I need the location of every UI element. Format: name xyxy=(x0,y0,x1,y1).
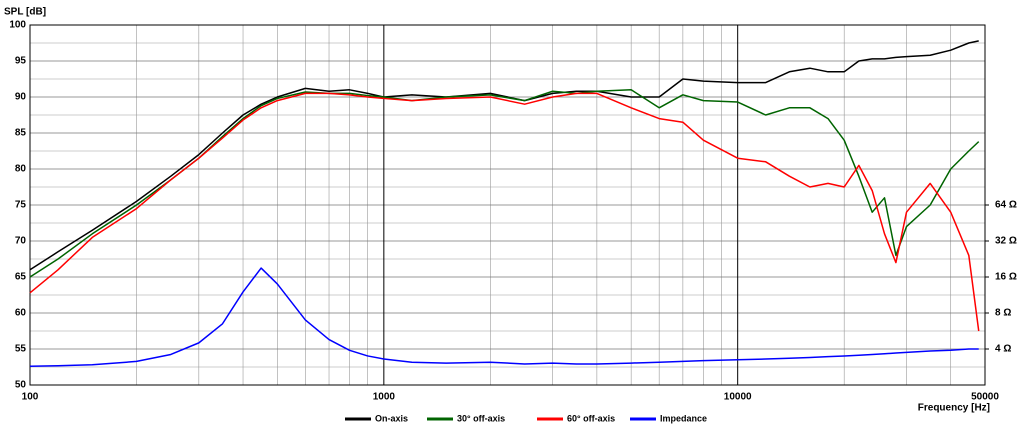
y-tick-label: 95 xyxy=(15,56,27,67)
x-axis-title: Frequency [Hz] xyxy=(918,403,990,414)
y-tick-label: 75 xyxy=(15,200,27,211)
y-tick-label: 60 xyxy=(15,308,27,319)
plot-frame xyxy=(29,24,986,386)
y2-tick-label: 4 Ω xyxy=(995,344,1011,355)
legend-label: On-axis xyxy=(375,413,408,423)
y-tick-label: 90 xyxy=(15,92,27,103)
series-line xyxy=(29,40,979,271)
y-tick-label: 55 xyxy=(15,344,27,355)
series-line xyxy=(29,267,979,367)
y-tick-label: 70 xyxy=(15,236,27,247)
x-tick-label: 10000 xyxy=(724,392,752,403)
y-tick-label: 85 xyxy=(15,128,27,139)
y-tick-label: 80 xyxy=(15,164,27,175)
x-tick-label: 1000 xyxy=(373,392,396,403)
x-tick-label: 100 xyxy=(22,392,39,403)
y-axis-title: SPL [dB] xyxy=(4,7,46,18)
y2-tick-label: 32 Ω xyxy=(995,236,1017,247)
x-tick-label: 50000 xyxy=(971,392,999,403)
legend-label: Impedance xyxy=(660,413,707,423)
series-line xyxy=(29,92,980,332)
y2-tick-label: 8 Ω xyxy=(995,308,1011,319)
y-tick-label: 65 xyxy=(15,272,27,283)
y-tick-label: 50 xyxy=(15,380,27,391)
y2-tick-label: 64 Ω xyxy=(995,200,1017,211)
legend-label: 30° off-axis xyxy=(457,413,505,423)
y-tick-label: 100 xyxy=(9,20,26,31)
y2-tick-label: 16 Ω xyxy=(995,272,1017,283)
legend-label: 60° off-axis xyxy=(567,413,615,423)
